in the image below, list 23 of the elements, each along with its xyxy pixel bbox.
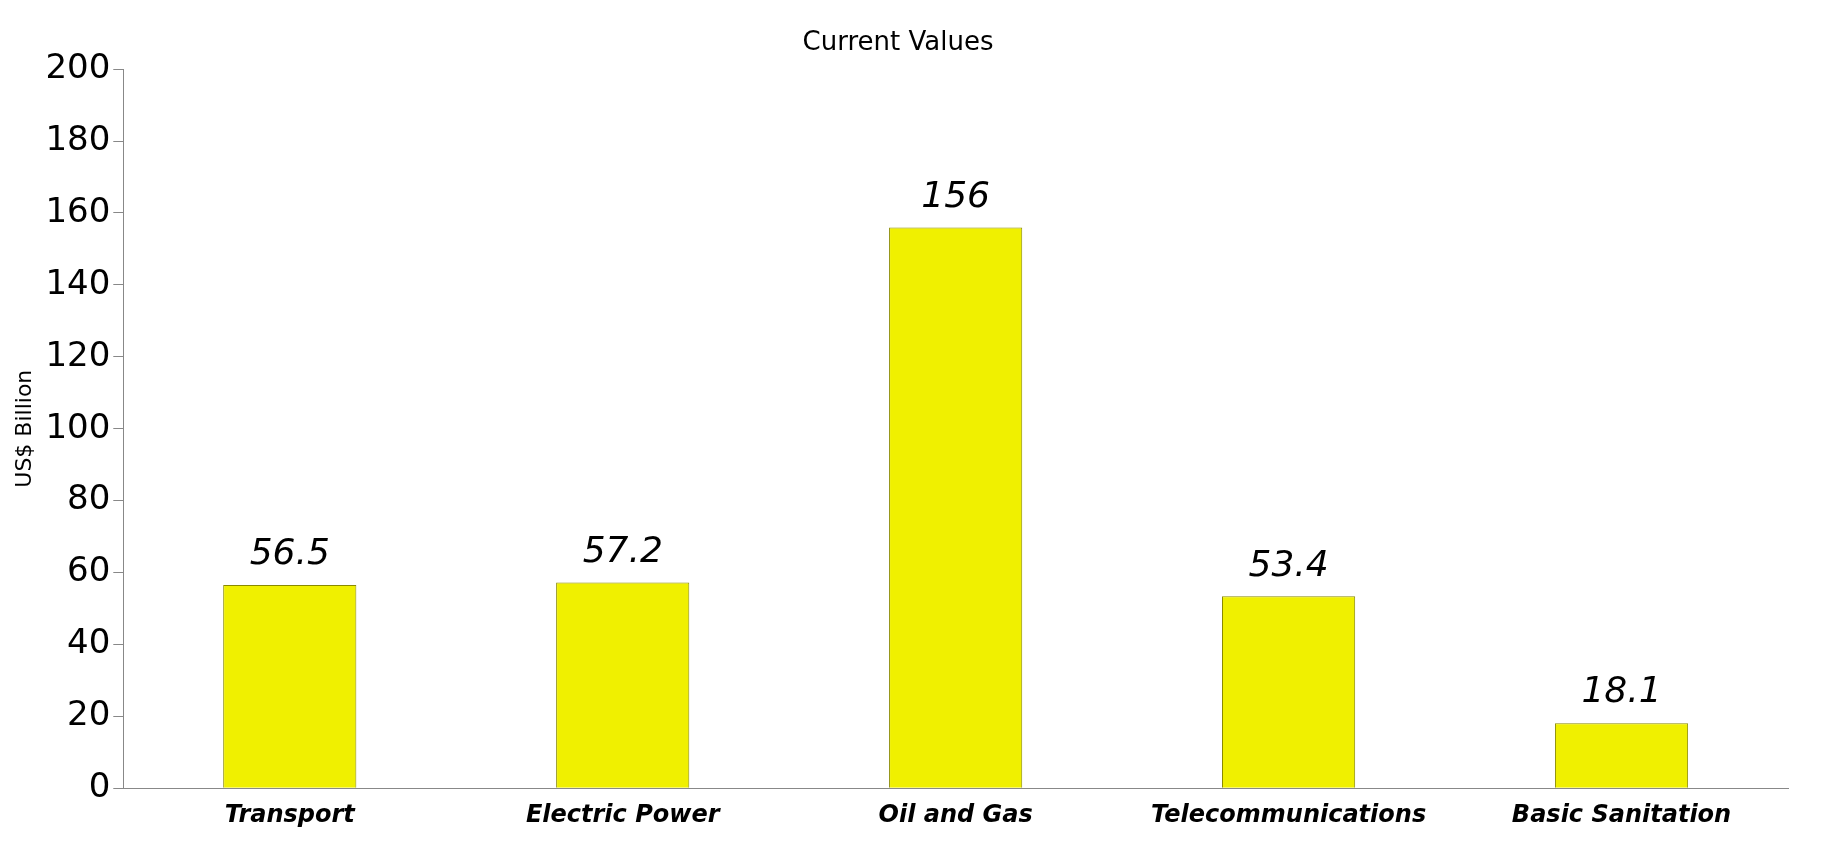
y-tick-label: 140 [45,261,111,302]
x-tick-label: Oil and Gas [878,799,1033,828]
y-tick-label: 180 [45,117,111,158]
y-tick-label: 160 [45,189,111,230]
x-tick-label: Electric Power [525,799,722,828]
x-tick-label: Basic Sanitation [1511,799,1732,828]
x-tick-label: Telecommunications [1151,799,1427,828]
y-axis-title: US$ Billion [10,369,36,488]
y-tick-label: 60 [67,549,111,590]
data-label: 56.5 [249,531,330,573]
y-tick-label: 120 [45,333,111,374]
data-label: 53.4 [1248,542,1329,584]
y-tick-label: 40 [67,621,111,662]
y-tick-label: 100 [45,405,111,446]
data-label: 18.1 [1581,669,1662,711]
data-label: 57.2 [582,528,663,570]
y-tick-label: 20 [67,693,111,734]
y-tick-label: 80 [67,477,111,518]
y-tick-label: 0 [88,765,111,806]
y-tick-label: 200 [45,46,111,87]
data-label: 156 [921,173,991,215]
chart-title: Current Values [802,26,994,57]
x-tick-label: Transport [224,799,357,828]
